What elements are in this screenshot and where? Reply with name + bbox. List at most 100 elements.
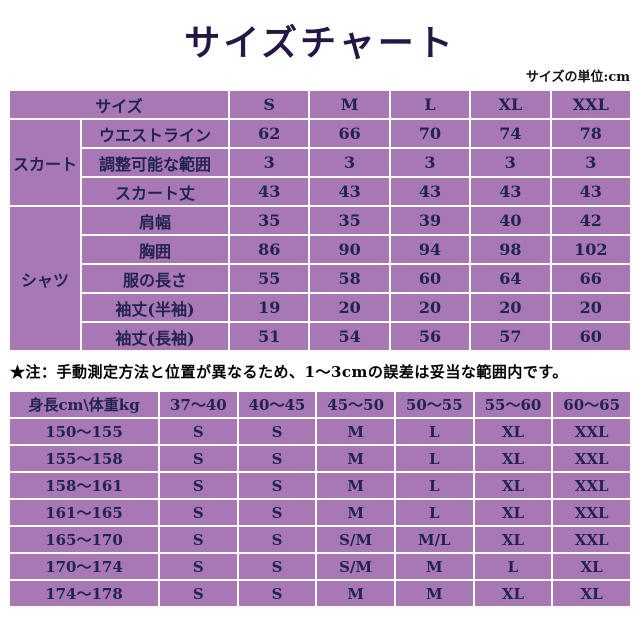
- size-value-cell: XXL: [551, 498, 632, 527]
- size-value-cell: S: [158, 471, 239, 500]
- size-value-cell: XL: [551, 552, 632, 581]
- size-value-cell: S/M: [315, 552, 396, 581]
- value-cell: 51: [227, 321, 311, 352]
- size-value-cell: S: [158, 444, 239, 473]
- size-value-cell: M: [315, 498, 396, 527]
- value-cell: 90: [308, 234, 391, 265]
- size-value-cell: S/M: [315, 525, 396, 554]
- size-value-cell: XXL: [551, 417, 632, 446]
- size-value-cell: XL: [472, 579, 554, 608]
- value-cell: 62: [227, 118, 311, 149]
- value-cell: 43: [308, 176, 391, 207]
- value-cell: 98: [469, 234, 552, 265]
- value-cell: 3: [227, 147, 311, 178]
- size-value-cell: S: [158, 417, 239, 446]
- fit-table-corner-label: 身長cm\体重kg: [8, 390, 160, 419]
- size-value-cell: M/L: [393, 525, 475, 554]
- value-cell: 102: [549, 234, 633, 265]
- size-value-cell: M: [315, 471, 396, 500]
- weight-column-header: 60～65: [551, 390, 632, 419]
- size-table-body: サイズ S M L XL XXL スカート ウエストライン 62 66 70 74 78 調整可能な範囲 3…: [8, 89, 633, 352]
- value-cell: 57: [469, 321, 552, 352]
- row-label: 調整可能な範囲: [80, 147, 230, 178]
- size-value-cell: XL: [551, 579, 632, 608]
- height-row-label: 150～155: [8, 417, 160, 446]
- value-cell: 20: [308, 292, 391, 323]
- row-group-label: シャツ: [8, 205, 82, 352]
- size-table-header-row: サイズ S M L XL XXL: [8, 89, 633, 120]
- size-value-cell: XXL: [551, 525, 632, 554]
- row-group-label: スカート: [8, 118, 82, 207]
- weight-column-header: 37～40: [158, 390, 239, 419]
- height-row-label: 165～170: [8, 525, 160, 554]
- size-value-cell: S: [236, 471, 318, 500]
- value-cell: 3: [549, 147, 633, 178]
- value-cell: 55: [227, 263, 311, 294]
- size-value-cell: M: [315, 444, 396, 473]
- size-table: サイズ S M L XL XXL スカート ウエストライン 62 66 70 74 78 調整可能な範囲 3…: [8, 89, 633, 352]
- weight-column-header: 40～45: [236, 390, 318, 419]
- row-label: 肩幅: [80, 205, 230, 236]
- height-row-label: 161～165: [8, 498, 160, 527]
- weight-column-header: 50～55: [393, 390, 475, 419]
- size-value-cell: L: [472, 552, 554, 581]
- size-value-cell: M: [315, 579, 396, 608]
- value-cell: 60: [388, 263, 472, 294]
- row-label: 袖丈(長袖): [80, 321, 230, 352]
- table-row: 調整可能な範囲 3 3 3 3 3: [9, 147, 633, 178]
- size-value-cell: M: [315, 417, 396, 446]
- table-row: 161～165 S S M L XL XXL: [8, 498, 632, 527]
- fit-table-header-row: 身長cm\体重kg 37～40 40～45 45～50 50～55 55～60 60～65: [8, 390, 632, 419]
- table-row: スカート丈 43 43 43 43 43: [9, 176, 633, 207]
- size-column-header: M: [308, 89, 391, 120]
- value-cell: 64: [469, 263, 552, 294]
- size-value-cell: L: [393, 498, 475, 527]
- table-row: 胸囲 86 90 94 98 102: [9, 234, 633, 265]
- height-row-label: 158～161: [8, 471, 160, 500]
- value-cell: 60: [549, 321, 633, 352]
- size-value-cell: XL: [472, 417, 554, 446]
- note-text: ★注：手動測定方法と位置が異なるため、1～3cmの誤差は妥当な範囲内です。: [10, 363, 568, 381]
- value-cell: 19: [227, 292, 311, 323]
- size-column-header: XXL: [549, 89, 633, 120]
- row-label: 胸囲: [80, 234, 230, 265]
- value-cell: 20: [388, 292, 472, 323]
- size-value-cell: M: [393, 579, 475, 608]
- size-value-cell: XXL: [551, 444, 632, 473]
- size-value-cell: S: [158, 525, 239, 554]
- size-table-corner-label: サイズ: [8, 89, 230, 120]
- size-value-cell: XL: [472, 498, 554, 527]
- table-row: スカート ウエストライン 62 66 70 74 78: [8, 118, 633, 207]
- table-row: 174～178 S S M M XL XL: [8, 579, 632, 608]
- value-cell: 66: [308, 118, 391, 149]
- size-value-cell: L: [393, 471, 475, 500]
- table-row: 服の長さ 55 58 60 64 66: [9, 263, 633, 294]
- table-row: 170～174 S S S/M M L XL: [8, 552, 632, 581]
- value-cell: 35: [308, 205, 391, 236]
- size-column-header: S: [227, 89, 311, 120]
- value-cell: 43: [549, 176, 633, 207]
- row-label: ウエストライン: [80, 118, 230, 149]
- size-column-header: XL: [469, 89, 552, 120]
- row-label: 袖丈(半袖): [80, 292, 230, 323]
- size-value-cell: XXL: [551, 471, 632, 500]
- value-cell: 56: [388, 321, 472, 352]
- value-cell: 43: [388, 176, 472, 207]
- fit-table-body: 身長cm\体重kg 37～40 40～45 45～50 50～55 55～60 60～65 1…: [8, 390, 632, 608]
- size-value-cell: S: [236, 498, 318, 527]
- value-cell: 58: [308, 263, 391, 294]
- value-cell: 78: [549, 118, 633, 149]
- table-row: 袖丈(半袖) 19 20 20 20 20: [9, 292, 633, 323]
- value-cell: 94: [388, 234, 472, 265]
- table-row: 158～161 S S M L XL XXL: [8, 471, 632, 500]
- value-cell: 20: [549, 292, 633, 323]
- table-row: 155～158 S S M L XL XXL: [8, 444, 632, 473]
- size-value-cell: XL: [472, 525, 554, 554]
- size-value-cell: S: [158, 579, 239, 608]
- value-cell: 43: [469, 176, 552, 207]
- unit-label: サイズの単位:cm: [525, 70, 630, 85]
- size-value-cell: XL: [472, 444, 554, 473]
- size-value-cell: M: [393, 552, 475, 581]
- value-cell: 35: [227, 205, 311, 236]
